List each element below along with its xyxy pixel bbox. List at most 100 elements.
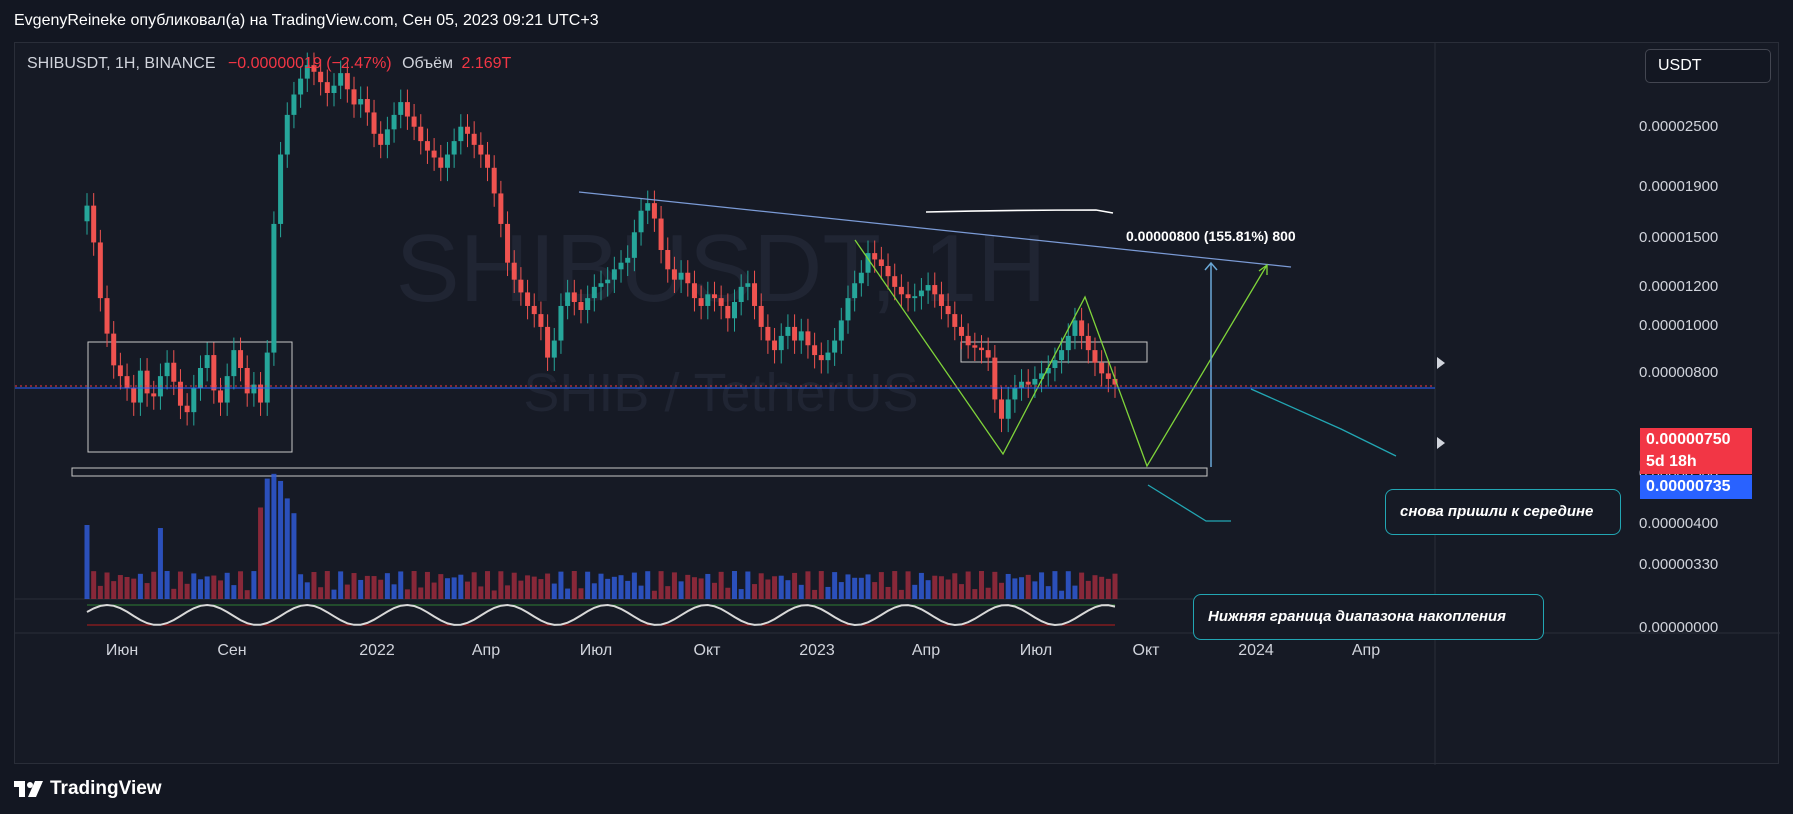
candle[interactable] — [932, 285, 938, 295]
candle[interactable] — [545, 326, 551, 358]
candle[interactable] — [197, 367, 203, 388]
range-rectangle[interactable] — [87, 341, 293, 453]
candle[interactable] — [892, 276, 898, 287]
candle[interactable] — [798, 331, 804, 341]
candle[interactable] — [585, 298, 591, 310]
candle[interactable] — [84, 205, 90, 222]
candle[interactable] — [538, 314, 544, 327]
candle[interactable] — [104, 298, 110, 334]
candle[interactable] — [251, 384, 257, 394]
candle[interactable] — [605, 279, 611, 284]
bottom-callout[interactable]: Нижняя граница диапазона накопления — [1193, 594, 1544, 640]
candle[interactable] — [464, 126, 470, 134]
candle[interactable] — [418, 126, 424, 142]
candle[interactable] — [338, 73, 344, 86]
chart-panel[interactable]: SHIBUSDT, 1H SHIB / TetherUS 0.00002500 0.0… — [14, 42, 1780, 765]
freehand-stroke[interactable] — [925, 209, 1114, 214]
candle[interactable] — [271, 223, 277, 353]
candle[interactable] — [872, 253, 878, 260]
candle[interactable] — [1112, 378, 1118, 385]
candle[interactable] — [177, 381, 183, 406]
candle[interactable] — [578, 302, 584, 310]
candle[interactable] — [451, 141, 457, 155]
candle[interactable] — [571, 292, 577, 303]
candle[interactable] — [1039, 373, 1045, 379]
candle[interactable] — [912, 296, 918, 299]
candle[interactable] — [1012, 387, 1018, 400]
candle[interactable] — [845, 298, 851, 321]
candle[interactable] — [745, 283, 751, 287]
candle[interactable] — [91, 205, 97, 243]
candle[interactable] — [651, 203, 657, 219]
candle[interactable] — [151, 393, 157, 397]
candle[interactable] — [965, 335, 971, 346]
candle[interactable] — [898, 286, 904, 295]
candle[interactable] — [999, 399, 1005, 419]
candle[interactable] — [1059, 350, 1065, 361]
candle[interactable] — [117, 365, 123, 377]
candle[interactable] — [204, 355, 210, 368]
candle[interactable] — [772, 340, 778, 351]
candle[interactable] — [818, 355, 824, 361]
candle[interactable] — [598, 283, 604, 287]
candle[interactable] — [124, 376, 130, 388]
candle[interactable] — [665, 250, 671, 270]
candle[interactable] — [732, 302, 738, 319]
candle[interactable] — [945, 305, 951, 315]
trendline[interactable] — [578, 191, 1292, 268]
candle[interactable] — [311, 65, 317, 72]
candle[interactable] — [551, 340, 557, 358]
candle[interactable] — [678, 272, 684, 280]
candle[interactable] — [625, 257, 631, 263]
candle[interactable] — [291, 94, 297, 115]
candle[interactable] — [878, 259, 884, 266]
candle[interactable] — [184, 405, 190, 413]
candle[interactable] — [131, 387, 137, 403]
candle[interactable] — [1065, 335, 1071, 351]
candle[interactable] — [331, 85, 337, 94]
candle[interactable] — [144, 370, 150, 394]
candle[interactable] — [938, 294, 944, 306]
candle[interactable] — [1092, 350, 1098, 363]
candle[interactable] — [792, 326, 798, 341]
candle[interactable] — [278, 154, 284, 224]
candle[interactable] — [97, 242, 103, 299]
candle[interactable] — [925, 285, 931, 291]
candle[interactable] — [344, 73, 350, 90]
candle[interactable] — [725, 305, 731, 319]
candle[interactable] — [351, 89, 357, 105]
candle[interactable] — [671, 269, 677, 280]
candle[interactable] — [825, 352, 831, 361]
zigzag-path[interactable] — [854, 239, 1268, 468]
candle[interactable] — [364, 99, 370, 113]
candle[interactable] — [985, 350, 991, 358]
candle[interactable] — [832, 340, 838, 353]
candle[interactable] — [378, 133, 384, 145]
candle[interactable] — [611, 269, 617, 280]
candle[interactable] — [958, 326, 964, 336]
candle[interactable] — [1045, 367, 1051, 374]
candle[interactable] — [511, 262, 517, 280]
candle[interactable] — [558, 305, 564, 341]
candle[interactable] — [304, 65, 310, 79]
candle[interactable] — [978, 347, 984, 351]
candle[interactable] — [238, 350, 244, 368]
candle[interactable] — [805, 331, 811, 346]
candle[interactable] — [685, 272, 691, 284]
candle[interactable] — [444, 154, 450, 168]
candle[interactable] — [765, 326, 771, 341]
candle[interactable] — [778, 335, 784, 351]
candle[interactable] — [264, 352, 270, 403]
candle[interactable] — [324, 82, 330, 94]
candle[interactable] — [631, 232, 637, 258]
candle[interactable] — [738, 286, 744, 303]
candle[interactable] — [491, 167, 497, 194]
candle[interactable] — [865, 253, 871, 273]
candle[interactable] — [438, 157, 444, 168]
candle[interactable] — [191, 387, 197, 413]
candle[interactable] — [812, 345, 818, 356]
candle[interactable] — [885, 265, 891, 277]
candle[interactable] — [411, 116, 417, 127]
candle[interactable] — [1032, 378, 1038, 385]
